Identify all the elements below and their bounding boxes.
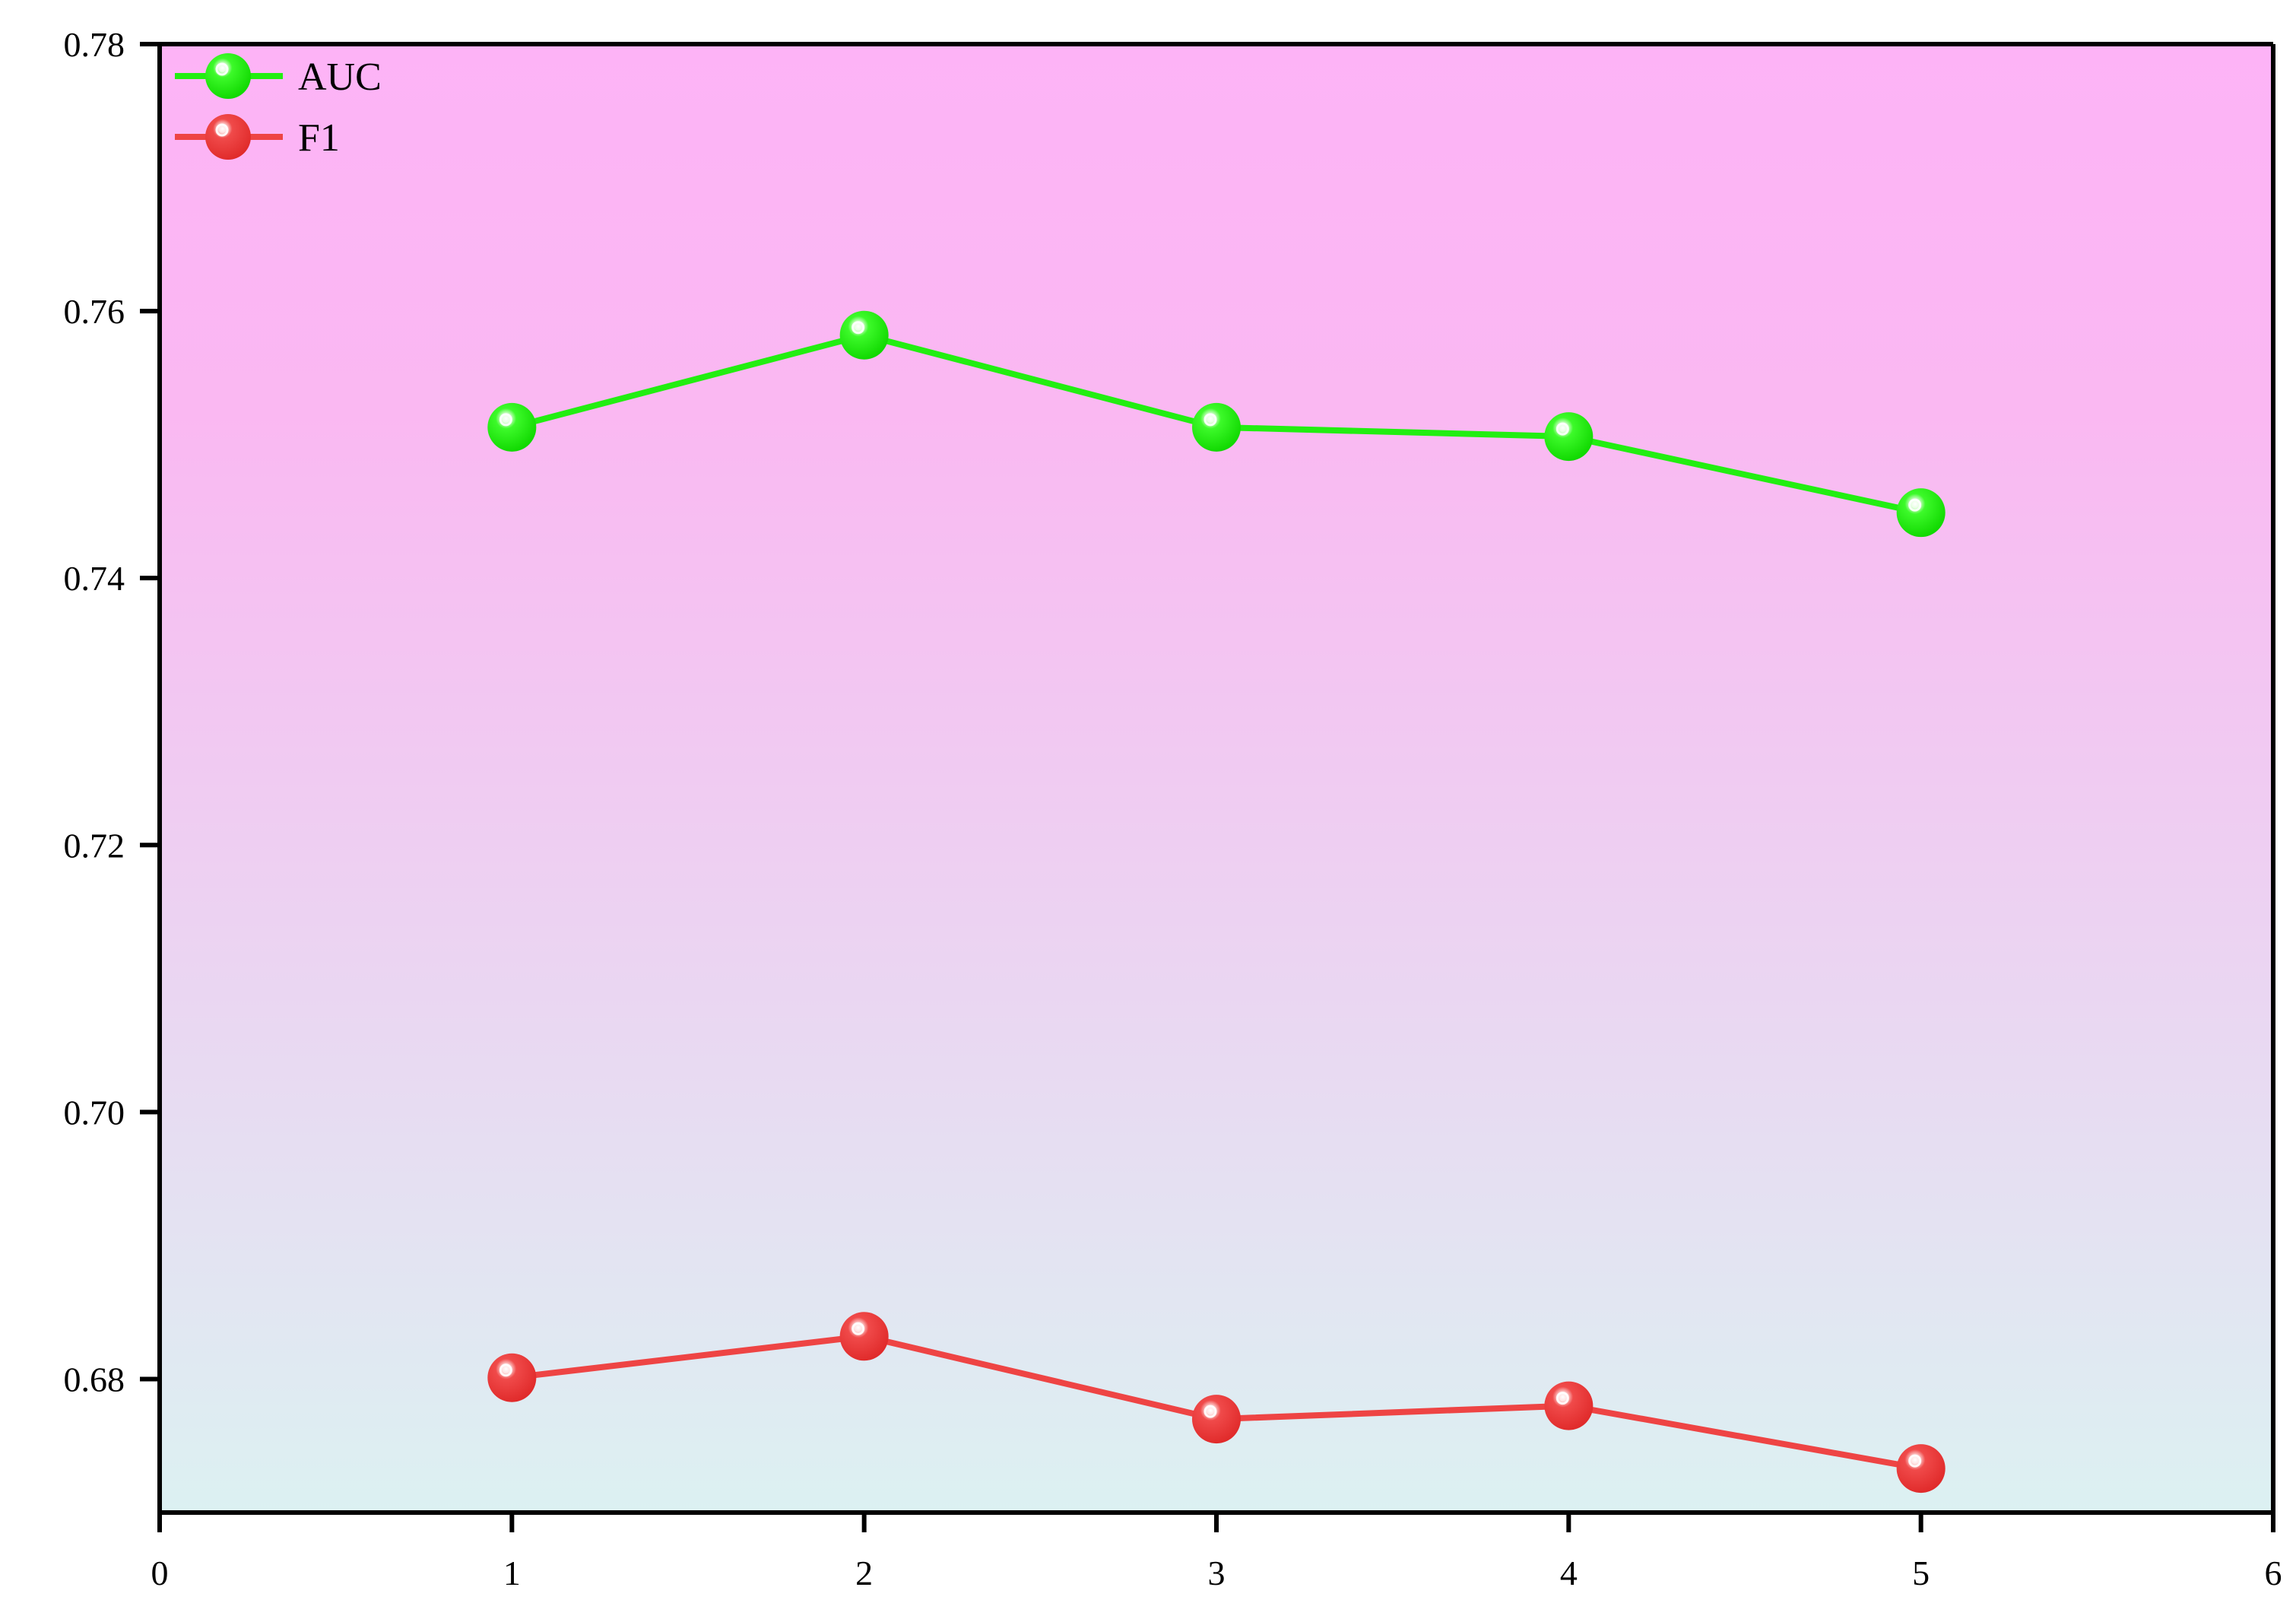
legend-item-f1: F1 <box>175 114 340 160</box>
legend-marker <box>205 53 251 99</box>
legend-marker <box>205 114 251 160</box>
x-tick-label: 6 <box>2265 1554 2282 1592</box>
f1-data-point <box>1544 1381 1594 1430</box>
plot-background <box>160 44 2273 1513</box>
y-tick-label: 0.72 <box>64 826 125 865</box>
x-tick-label: 4 <box>1560 1554 1578 1592</box>
y-tick-label: 0.70 <box>64 1093 125 1132</box>
auc-data-point <box>1192 402 1241 452</box>
x-tick-label: 3 <box>1208 1554 1226 1592</box>
y-tick-label: 0.76 <box>64 292 125 331</box>
x-tick-label: 5 <box>1912 1554 1930 1592</box>
auc-data-point <box>1544 412 1594 462</box>
series-layer <box>487 310 1946 1494</box>
x-axis-ticks: 0 1 2 3 4 5 6 <box>151 1513 2282 1592</box>
y-tick-label: 0.68 <box>64 1360 125 1398</box>
auc-data-point <box>487 402 537 452</box>
legend-label: AUC <box>298 56 382 99</box>
legend-item-auc: AUC <box>175 53 382 99</box>
auc-data-point <box>839 310 889 360</box>
f1-data-point <box>487 1353 537 1402</box>
auc-data-point <box>1896 488 1946 538</box>
x-tick-label: 0 <box>151 1554 169 1592</box>
x-tick-label: 2 <box>855 1554 873 1592</box>
y-tick-label: 0.74 <box>64 559 125 598</box>
y-tick-label: 0.78 <box>64 25 125 64</box>
legend-label: F1 <box>298 116 340 160</box>
y-axis-ticks: 0.68 0.70 0.72 0.74 0.76 0.78 <box>64 25 160 1398</box>
f1-data-point <box>1192 1395 1241 1444</box>
f1-data-point <box>839 1312 889 1361</box>
f1-data-point <box>1896 1444 1946 1494</box>
legend: AUC F1 <box>175 53 382 160</box>
x-tick-label: 1 <box>503 1554 521 1592</box>
